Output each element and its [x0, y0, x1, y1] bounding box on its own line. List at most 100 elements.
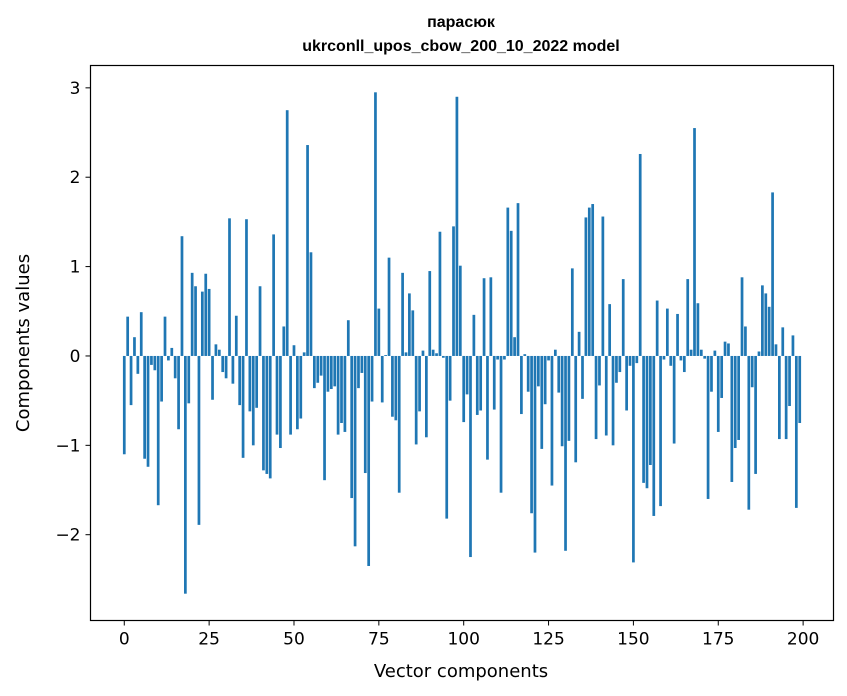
bar [615, 355, 618, 383]
y-axis-ticks: −2 −1 0 1 2 3 [55, 79, 91, 546]
bar [289, 355, 292, 435]
bar [486, 355, 489, 460]
bar [353, 355, 357, 547]
bar [618, 355, 622, 373]
bar [438, 231, 442, 356]
bar [757, 351, 761, 356]
bar [754, 355, 757, 474]
bar [472, 314, 476, 356]
bar [645, 355, 649, 489]
bar [733, 355, 737, 449]
bar [136, 355, 140, 374]
bar [190, 272, 194, 356]
bar [248, 355, 252, 412]
bar [570, 268, 574, 356]
bar [211, 355, 214, 400]
bar [146, 355, 150, 467]
bar [778, 355, 781, 440]
bar [489, 277, 493, 356]
bar [435, 353, 438, 356]
bar [509, 230, 513, 356]
bar [581, 355, 584, 399]
bar [598, 355, 601, 386]
bar [163, 316, 167, 356]
bar [126, 316, 130, 356]
x-tick-label: 0 [119, 630, 130, 650]
bar [448, 355, 452, 401]
bar [621, 279, 625, 356]
bar [326, 355, 330, 392]
bar [625, 355, 628, 411]
bar [323, 355, 326, 481]
bar [798, 355, 802, 423]
bar [177, 355, 180, 430]
x-tick-label: 200 [787, 630, 819, 650]
bar [462, 355, 466, 423]
y-tick-label: −1 [55, 436, 80, 456]
bar [241, 355, 245, 458]
bar [686, 279, 690, 356]
bar [170, 347, 174, 356]
bar [513, 337, 516, 356]
x-tick-label: 175 [702, 630, 734, 650]
bar [564, 355, 567, 551]
bar [377, 308, 381, 356]
bar [567, 355, 571, 441]
bar [608, 304, 612, 356]
bar [591, 204, 595, 356]
bar [397, 355, 401, 493]
bar [750, 355, 754, 388]
bar [217, 349, 221, 356]
bar [533, 355, 537, 553]
bar [537, 355, 540, 387]
bar [587, 207, 591, 356]
bar [122, 355, 126, 455]
bar [275, 355, 279, 435]
bar [194, 286, 197, 356]
bar [730, 355, 734, 482]
y-tick-label: 3 [70, 79, 81, 99]
bar [703, 355, 707, 359]
bar [771, 192, 774, 356]
bar [584, 217, 588, 356]
bar [594, 355, 598, 440]
bar [129, 355, 133, 406]
bar [662, 355, 666, 360]
bar [740, 277, 744, 356]
bar [401, 272, 404, 356]
bar [414, 355, 418, 445]
bar [421, 350, 425, 356]
bar [496, 355, 499, 360]
bar [224, 355, 228, 379]
bar [635, 355, 639, 364]
bar [312, 355, 316, 389]
bar [557, 355, 561, 393]
bar [340, 355, 343, 423]
bar [543, 355, 547, 405]
bar [441, 355, 445, 358]
bar [370, 355, 374, 402]
bar [455, 96, 459, 356]
bar [238, 355, 242, 406]
bar [329, 355, 333, 390]
bar [693, 128, 696, 356]
bar [302, 352, 306, 356]
bar [411, 310, 415, 356]
bar [638, 153, 642, 356]
bar [649, 355, 652, 465]
bar [408, 293, 411, 356]
y-tick-label: 1 [70, 258, 81, 278]
bar [184, 355, 187, 594]
bar [258, 286, 262, 356]
bar [285, 110, 289, 356]
bar [699, 349, 703, 356]
x-axis-ticks: 0 25 50 75 100 125 150 175 200 [119, 620, 819, 650]
bar [469, 355, 472, 558]
bar [153, 355, 157, 371]
bar [788, 355, 791, 407]
bar [431, 349, 435, 356]
bar [676, 313, 679, 356]
bar [458, 265, 462, 356]
bar [160, 355, 163, 402]
x-tick-label: 75 [368, 630, 390, 650]
